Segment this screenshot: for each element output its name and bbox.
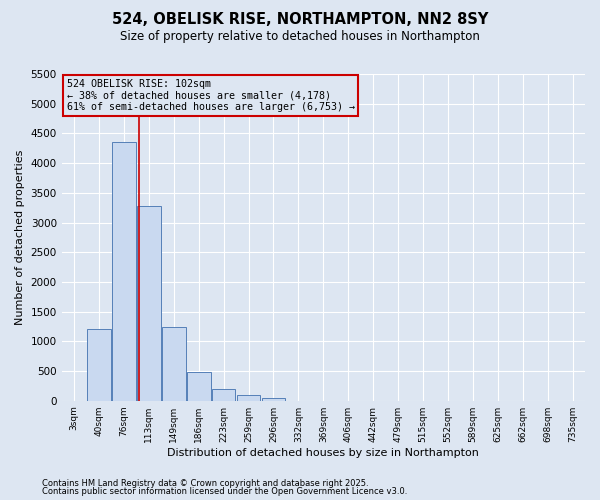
X-axis label: Distribution of detached houses by size in Northampton: Distribution of detached houses by size … <box>167 448 479 458</box>
Bar <box>187 372 211 400</box>
Text: Size of property relative to detached houses in Northampton: Size of property relative to detached ho… <box>120 30 480 43</box>
Bar <box>87 330 111 400</box>
Text: 524 OBELISK RISE: 102sqm
← 38% of detached houses are smaller (4,178)
61% of sem: 524 OBELISK RISE: 102sqm ← 38% of detach… <box>67 79 355 112</box>
Bar <box>237 395 260 400</box>
Bar <box>212 389 235 400</box>
Bar <box>137 206 161 400</box>
Text: 524, OBELISK RISE, NORTHAMPTON, NN2 8SY: 524, OBELISK RISE, NORTHAMPTON, NN2 8SY <box>112 12 488 28</box>
Bar <box>162 327 185 400</box>
Bar <box>112 142 136 400</box>
Bar <box>262 398 286 400</box>
Text: Contains public sector information licensed under the Open Government Licence v3: Contains public sector information licen… <box>42 487 407 496</box>
Y-axis label: Number of detached properties: Number of detached properties <box>15 150 25 325</box>
Text: Contains HM Land Registry data © Crown copyright and database right 2025.: Contains HM Land Registry data © Crown c… <box>42 478 368 488</box>
